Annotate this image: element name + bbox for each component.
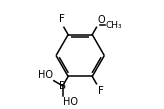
Text: CH₃: CH₃ [105,21,122,30]
Text: B: B [59,81,66,91]
Text: F: F [59,14,65,24]
Text: HO: HO [38,70,53,79]
Text: O: O [97,15,105,26]
Text: F: F [98,86,104,96]
Text: HO: HO [63,97,78,107]
